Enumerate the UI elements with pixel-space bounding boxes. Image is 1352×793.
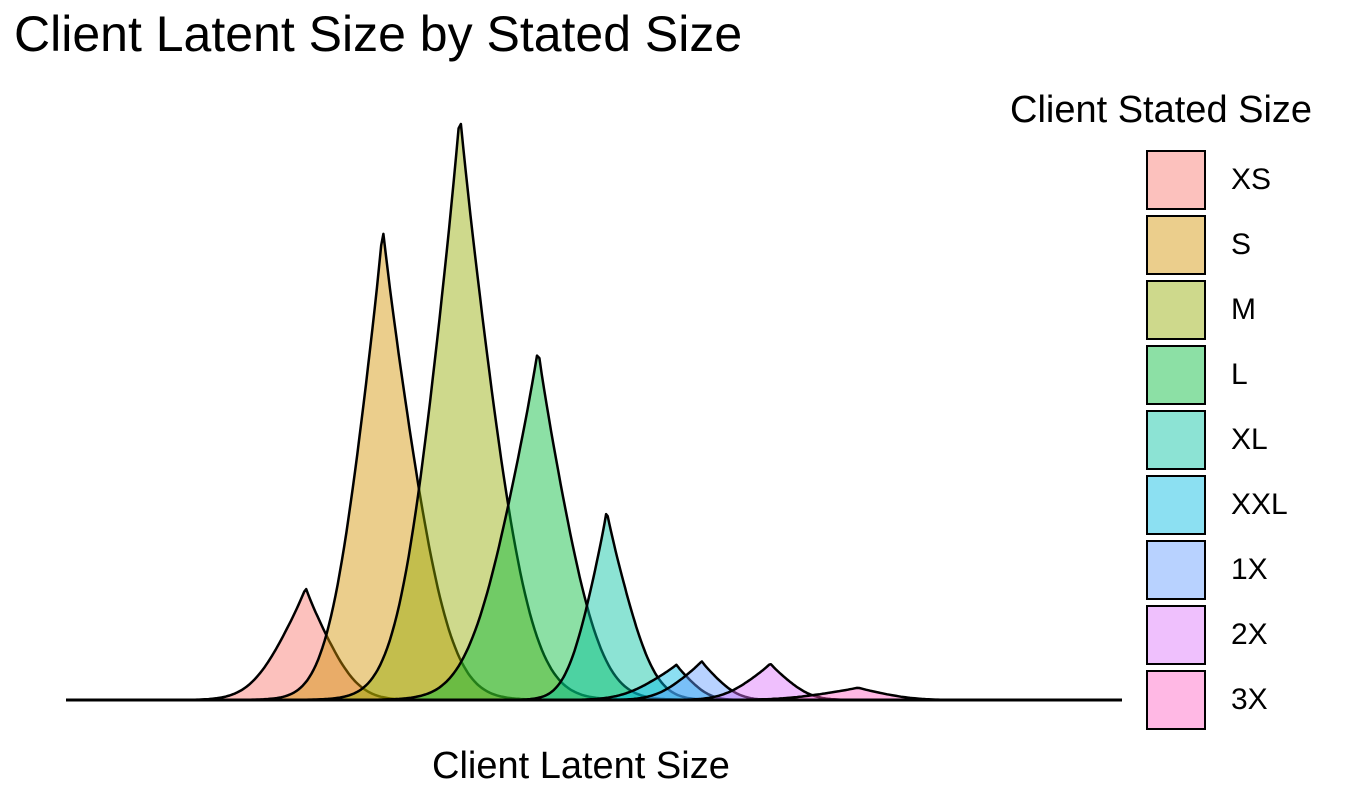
legend-label-xxl: XXL (1231, 488, 1288, 521)
legend-key-3x (1146, 670, 1206, 730)
legend-label-1x: 1X (1231, 553, 1268, 586)
legend-label-xs: XS (1231, 163, 1272, 196)
legend-label-xl: XL (1231, 423, 1268, 456)
legend-key-s (1146, 215, 1206, 275)
legend-label-3x: 3X (1231, 683, 1268, 716)
legend-label-m: M (1231, 293, 1256, 326)
legend-key-xl (1146, 410, 1206, 470)
legend-label-l: L (1231, 358, 1248, 391)
legend-title: Client Stated Size (1010, 89, 1313, 131)
legend-label-s: S (1231, 228, 1252, 261)
density-areas (146, 122, 1018, 702)
x-axis-label: Client Latent Size (432, 745, 730, 787)
chart-title: Client Latent Size by Stated Size (14, 6, 743, 62)
legend-key-1x (1146, 540, 1206, 600)
legend-key-xxl (1146, 475, 1206, 535)
legend-key-xs (1146, 150, 1206, 210)
legend-key-l (1146, 345, 1206, 405)
legend-label-2x: 2X (1231, 618, 1268, 651)
legend-key-m (1146, 280, 1206, 340)
legend-key-2x (1146, 605, 1206, 665)
